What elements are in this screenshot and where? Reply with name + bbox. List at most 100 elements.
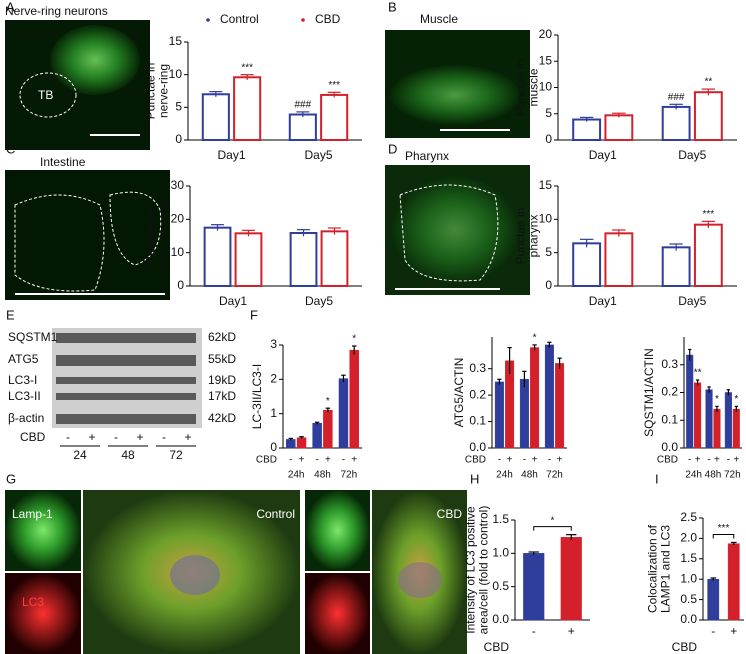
- panel-letter: D: [388, 141, 397, 156]
- annotation: *: [326, 396, 330, 407]
- y-tick-label: 0.3: [661, 357, 678, 371]
- y-tick-label: 1.0: [680, 571, 697, 585]
- y-tick-label: 0.1: [661, 412, 678, 426]
- y-axis-label: Intensity of LC3 positive: [464, 506, 478, 634]
- bar-label: -: [727, 455, 730, 466]
- annotation: *: [533, 333, 537, 344]
- x-tick-label: 72h: [546, 470, 563, 481]
- panel-letter: I: [655, 471, 659, 486]
- y-tick-label: 0.1: [469, 414, 486, 428]
- bar: [604, 232, 634, 287]
- bar: [323, 409, 333, 449]
- y-tick-label: 15: [539, 53, 553, 67]
- bar-label: +: [351, 455, 357, 466]
- image-title: Intestine: [40, 155, 86, 169]
- y-tick-label: 1.5: [492, 512, 509, 526]
- panel-letter: B: [388, 0, 397, 14]
- panel-letter: A: [6, 0, 15, 14]
- bar-label: -: [315, 455, 318, 466]
- bar: [693, 91, 723, 141]
- image-title: Nerve-ring neurons: [5, 4, 108, 18]
- x-axis-label: CBD: [657, 455, 678, 466]
- y-tick-label: 0: [175, 132, 182, 146]
- annotation: ***: [241, 62, 253, 73]
- bar-label: +: [733, 455, 739, 466]
- bar: [686, 354, 694, 449]
- bar: [530, 347, 540, 449]
- x-tick-label: 72h: [724, 470, 741, 481]
- legend-label: Control: [220, 12, 259, 26]
- y-tick-label: 10: [539, 212, 553, 226]
- bar: [661, 246, 691, 287]
- micrograph-d: Pharynx: [385, 149, 530, 295]
- x-tick-label: -: [532, 624, 536, 638]
- size-label: 42kD: [208, 411, 236, 425]
- y-tick-label: 15: [539, 178, 553, 192]
- protein-label: β-actin: [8, 411, 44, 425]
- y-axis-label: area/cell (fold to control): [477, 506, 491, 635]
- y-axis-label: SQSTM1/ACTIN: [642, 348, 656, 437]
- y-tick-label: 10: [169, 67, 183, 81]
- x-tick-label: 48h: [521, 470, 538, 481]
- y-tick-label: 2.5: [680, 510, 697, 524]
- annotation: *: [352, 334, 356, 345]
- annotation: ***: [703, 209, 715, 220]
- bar: [694, 382, 702, 449]
- annotation: *: [734, 394, 738, 405]
- panel-letter: E: [6, 307, 15, 322]
- y-axis-label: LAMP1 and LC3: [659, 525, 673, 613]
- sign: -: [114, 430, 118, 444]
- bar: [203, 226, 232, 288]
- protein-label: SQSTM1: [8, 330, 58, 344]
- bar: [523, 553, 545, 621]
- size-label: 55kD: [208, 352, 236, 366]
- protein-label: LC3-I: [8, 373, 37, 387]
- y-tick-label: 0.0: [680, 612, 697, 626]
- panel-letter: G: [6, 471, 16, 486]
- bar: [234, 232, 263, 287]
- bar: [713, 408, 721, 449]
- sign: -: [66, 430, 70, 444]
- condition-label: CBD: [437, 507, 463, 521]
- image-label: TB: [38, 88, 53, 102]
- size-label: 62kD: [208, 330, 236, 344]
- channel-label: Lamp-1: [12, 507, 53, 521]
- bar: [519, 379, 529, 449]
- legend-marker: [206, 18, 210, 22]
- x-tick-label: Day1: [589, 294, 617, 308]
- bar: [494, 381, 504, 449]
- bar: [707, 578, 720, 621]
- x-tick-label: Day5: [678, 148, 706, 162]
- annotation: **: [694, 368, 702, 379]
- y-tick-label: 20: [171, 212, 185, 226]
- bar: [604, 114, 634, 141]
- y-tick-label: 20: [539, 27, 553, 41]
- y-tick-label: 0.5: [492, 579, 509, 593]
- y-tick-label: 0.5: [680, 592, 697, 606]
- y-tick-label: 0: [545, 132, 552, 146]
- bar: [201, 93, 230, 142]
- y-tick-label: 10: [171, 245, 185, 259]
- bar-label: -: [498, 455, 501, 466]
- x-tick-label: 48h: [314, 470, 331, 481]
- x-tick-label: Day1: [589, 148, 617, 162]
- bar: [320, 93, 349, 141]
- y-tick-label: 15: [169, 34, 183, 48]
- bar: [320, 230, 349, 287]
- size-label: 17kD: [208, 389, 236, 403]
- bar: [727, 543, 740, 621]
- bar: [338, 378, 349, 449]
- y-tick-label: 0.2: [661, 385, 678, 399]
- x-axis-label: CBD: [256, 455, 277, 466]
- significance-bracket: [712, 533, 735, 539]
- x-tick-label: Day5: [304, 148, 332, 162]
- sign: +: [88, 430, 95, 444]
- x-axis-label: CBD: [672, 640, 698, 654]
- protein-label: LC3-II: [8, 389, 41, 403]
- y-tick-label: 0.0: [661, 440, 678, 454]
- y-tick-label: 0.0: [469, 440, 486, 454]
- protein-label: ATG5: [8, 352, 39, 366]
- treatment-label: CBD: [20, 430, 46, 444]
- y-tick-label: 10: [539, 80, 553, 94]
- micrograph-c: Intestine: [5, 155, 170, 300]
